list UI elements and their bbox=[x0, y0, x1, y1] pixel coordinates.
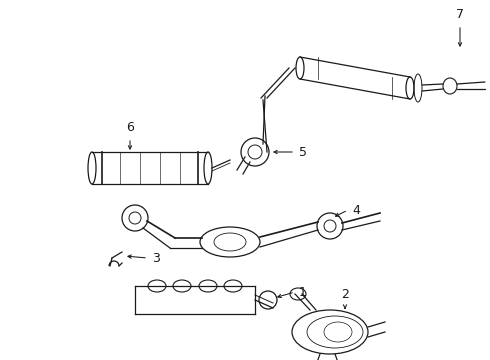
Text: 1: 1 bbox=[299, 285, 307, 298]
Text: 2: 2 bbox=[341, 288, 349, 301]
Text: 7: 7 bbox=[456, 8, 464, 21]
Text: 6: 6 bbox=[126, 121, 134, 134]
Text: 5: 5 bbox=[299, 145, 307, 158]
Text: 3: 3 bbox=[152, 252, 160, 265]
Text: 4: 4 bbox=[352, 203, 360, 216]
